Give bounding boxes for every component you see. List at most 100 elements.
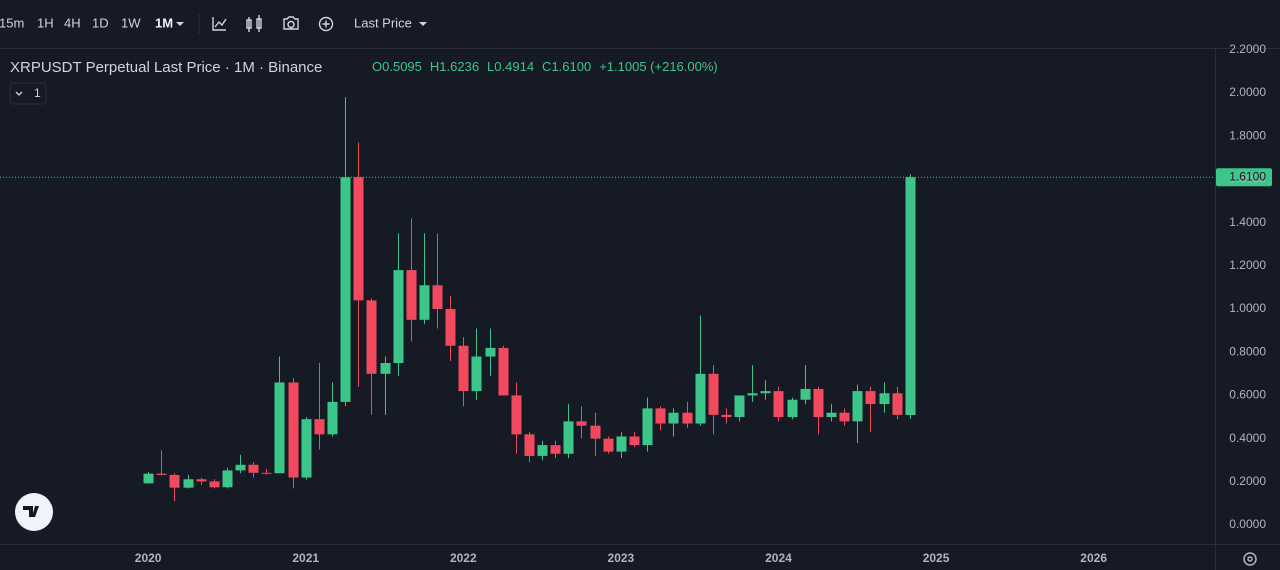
x-tick-label: 2022 — [450, 551, 477, 565]
candle-body — [471, 356, 482, 392]
price-source-caret[interactable] — [419, 22, 427, 26]
candle-body — [773, 391, 784, 418]
candle-body — [445, 309, 456, 346]
candle-body — [380, 363, 391, 374]
interval-button[interactable]: 1W — [121, 15, 141, 30]
candle-body — [458, 345, 469, 392]
legend-value: 1.6236 — [439, 59, 479, 74]
y-tick-label: 0.2000 — [1229, 474, 1266, 488]
x-tick-label: 2024 — [765, 551, 792, 565]
legend-value: 1.6100 — [551, 59, 591, 74]
y-tick-label: 1.4000 — [1229, 215, 1266, 229]
y-tick-label: 0.8000 — [1229, 344, 1266, 358]
x-tick-label: 2023 — [608, 551, 635, 565]
legend-change: +1.1005 (+216.00%) — [599, 59, 718, 74]
candle-body — [353, 177, 364, 301]
candle-body — [576, 421, 587, 426]
candle-body — [892, 393, 903, 415]
interval-button[interactable]: 1D — [92, 15, 109, 30]
price-source[interactable]: Last Price — [354, 15, 412, 30]
candle-body — [839, 412, 850, 422]
candle-body — [511, 395, 522, 435]
candle-body — [563, 421, 574, 454]
candle-body — [826, 412, 837, 418]
candle-body — [393, 270, 404, 364]
y-tick-label: 0.4000 — [1229, 431, 1266, 445]
candle-body — [721, 414, 732, 418]
toolbar-icons — [212, 15, 334, 32]
candle-body — [642, 408, 653, 446]
candle-body — [813, 388, 824, 418]
candle-body — [537, 445, 548, 456]
candle-body — [747, 393, 758, 396]
candle-body — [288, 382, 299, 478]
legend-key: L — [487, 59, 494, 74]
indicator-count: 1 — [34, 86, 41, 100]
y-tick-label: 2.2000 — [1229, 42, 1266, 56]
interval-button[interactable]: 15m — [0, 15, 24, 30]
candle-body — [169, 474, 180, 488]
interval-button[interactable]: 1M — [155, 15, 173, 30]
candle-body — [590, 425, 601, 439]
interval-button[interactable]: 4H — [64, 15, 81, 30]
legend-value: 0.4914 — [494, 59, 534, 74]
y-tick-label: 1.6000 — [1229, 172, 1266, 186]
candle-body — [852, 391, 863, 422]
indicators-icon[interactable] — [212, 17, 227, 31]
legend-key: H — [430, 59, 439, 74]
candle-body — [708, 373, 719, 415]
add-icon-plus — [322, 20, 330, 28]
legend-key: C — [542, 59, 551, 74]
interval-button[interactable]: 1H — [37, 15, 54, 30]
candle-body — [905, 177, 916, 415]
candle-body — [524, 434, 535, 456]
plot-area — [0, 97, 1272, 502]
candle-body — [183, 479, 194, 488]
candle-body — [274, 382, 285, 474]
indicator-toggle[interactable] — [9, 82, 47, 105]
y-tick-label: 1.0000 — [1229, 301, 1266, 315]
y-tick-label: 1.2000 — [1229, 258, 1266, 272]
legend-value: 0.5095 — [382, 59, 422, 74]
candle-body — [655, 408, 666, 424]
interval-caret[interactable] — [176, 22, 184, 26]
candle-body — [787, 399, 798, 418]
candle-body — [432, 285, 443, 310]
candle-body — [695, 373, 706, 424]
x-tick-label: 2020 — [135, 551, 162, 565]
candle-body — [668, 412, 679, 424]
candle-body — [301, 419, 312, 478]
candle-body — [498, 347, 509, 396]
settings-icon[interactable] — [1243, 552, 1257, 566]
candle-body — [550, 445, 561, 454]
add-icon[interactable] — [318, 16, 334, 32]
x-tick-label: 2026 — [1080, 551, 1107, 565]
chart-type-icon[interactable] — [246, 15, 262, 32]
candle-body — [340, 177, 351, 402]
candle-body — [248, 464, 259, 473]
candle-body — [865, 391, 876, 405]
y-tick-label: 0.6000 — [1229, 388, 1266, 402]
candle-body — [682, 412, 693, 424]
candle-body — [366, 300, 377, 374]
candle-body — [209, 481, 220, 488]
candle-body — [734, 395, 745, 418]
logo-mark — [23, 506, 39, 517]
last-price-label: 1.6100 — [1229, 169, 1266, 183]
candle-body — [800, 388, 811, 400]
candle-body — [603, 438, 614, 452]
candle-body — [143, 473, 154, 484]
last-price-badge — [1216, 168, 1272, 187]
candle-body — [419, 285, 430, 320]
candle-body — [327, 401, 338, 435]
symbol-title: XRPUSDT Perpetual Last Price · 1M · Bina… — [10, 59, 322, 76]
candle-body — [879, 393, 890, 405]
candle-body — [616, 436, 627, 452]
indicator-caret[interactable] — [15, 91, 23, 96]
ohlc-legend: O0.5095 H1.6236 L0.4914 C1.6100 +1.1005 (+21… — [372, 59, 718, 74]
x-tick-label: 2021 — [292, 551, 319, 565]
snapshot-icon[interactable] — [283, 16, 299, 30]
